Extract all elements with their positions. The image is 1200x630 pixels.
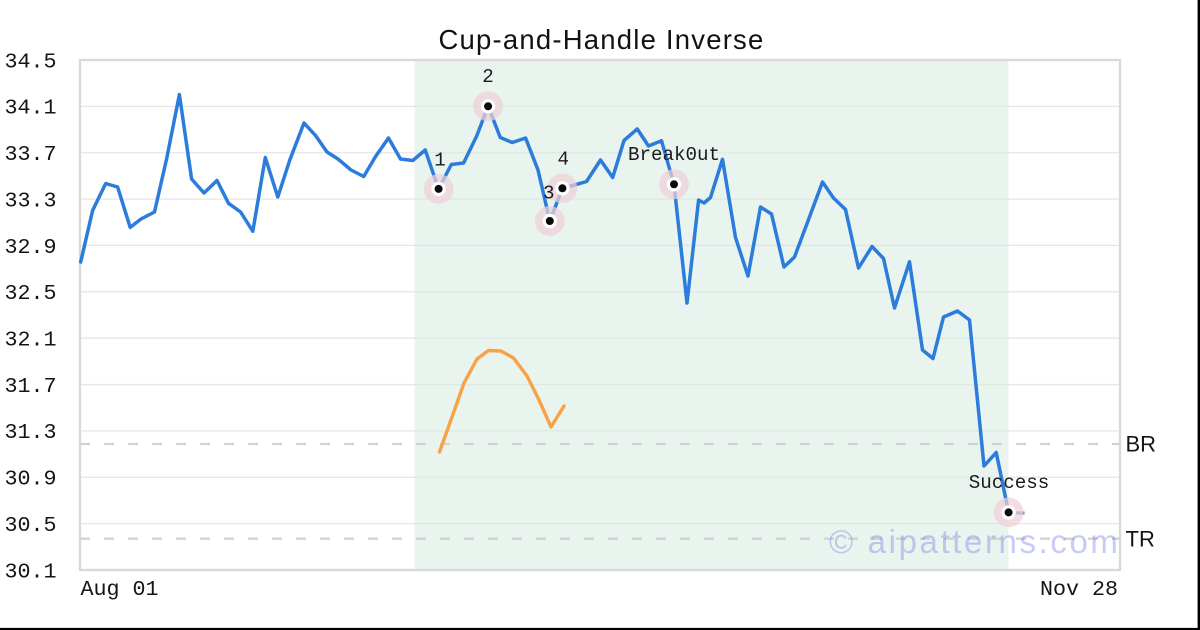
- svg-text:1: 1: [434, 150, 446, 172]
- svg-text:3: 3: [543, 183, 555, 205]
- svg-text:33.3: 33.3: [4, 188, 56, 213]
- svg-text:Aug 01: Aug 01: [80, 577, 158, 602]
- svg-text:32.1: 32.1: [4, 328, 56, 353]
- svg-text:31.3: 31.3: [4, 420, 56, 445]
- svg-text:Success: Success: [969, 472, 1050, 494]
- svg-text:TR: TR: [1126, 526, 1155, 551]
- svg-text:32.9: 32.9: [4, 235, 56, 260]
- svg-text:33.7: 33.7: [4, 142, 56, 167]
- svg-text:34.1: 34.1: [4, 96, 56, 121]
- svg-text:© aipatterns.com: © aipatterns.com: [829, 523, 1121, 560]
- svg-text:Cup-and-Handle Inverse: Cup-and-Handle Inverse: [438, 24, 764, 55]
- svg-text:BR: BR: [1126, 432, 1157, 457]
- svg-text:32.5: 32.5: [4, 281, 56, 306]
- svg-text:Break0ut: Break0ut: [628, 144, 720, 166]
- svg-text:Nov 28: Nov 28: [1040, 577, 1118, 602]
- svg-text:30.5: 30.5: [4, 513, 56, 538]
- svg-text:30.9: 30.9: [4, 467, 56, 492]
- svg-text:31.7: 31.7: [4, 374, 56, 399]
- svg-text:34.5: 34.5: [4, 49, 56, 74]
- svg-text:30.1: 30.1: [4, 559, 56, 584]
- svg-text:2: 2: [482, 66, 494, 88]
- svg-text:4: 4: [558, 149, 570, 171]
